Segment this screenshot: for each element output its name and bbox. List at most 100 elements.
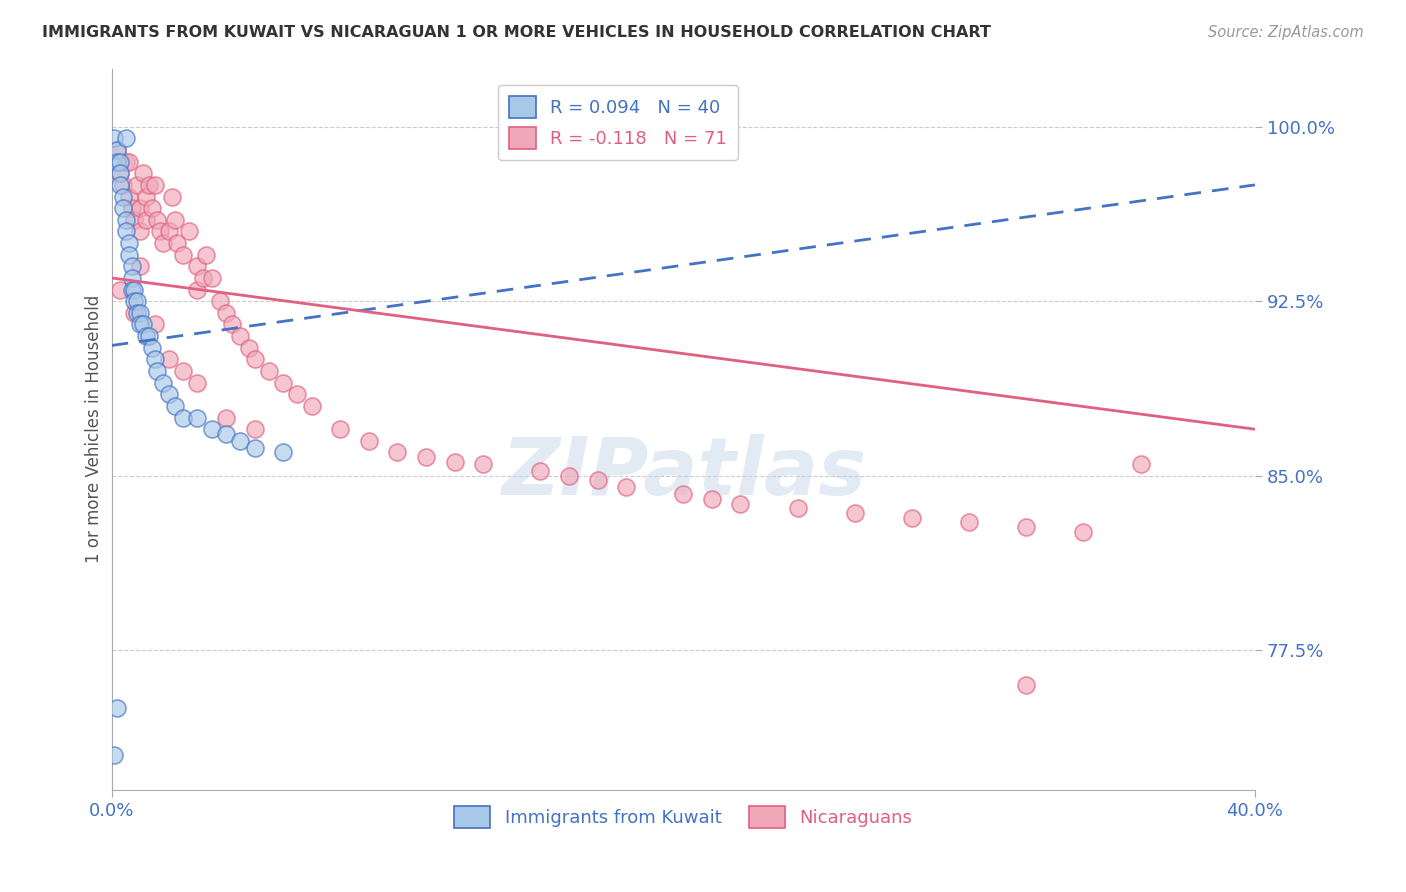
Point <box>105 701 128 715</box>
Point <box>186 410 208 425</box>
Point <box>357 434 380 448</box>
Point <box>143 178 166 192</box>
Point <box>238 341 260 355</box>
Point <box>112 189 135 203</box>
Point <box>387 445 409 459</box>
Point <box>186 376 208 390</box>
Point <box>118 248 141 262</box>
Point <box>115 212 138 227</box>
Point <box>700 491 723 506</box>
Point <box>115 131 138 145</box>
Point <box>108 166 131 180</box>
Point <box>105 154 128 169</box>
Point <box>215 426 238 441</box>
Point <box>160 189 183 203</box>
Point <box>614 480 637 494</box>
Point <box>146 212 169 227</box>
Point <box>124 212 146 227</box>
Text: ZIPatlas: ZIPatlas <box>501 434 866 511</box>
Point <box>118 154 141 169</box>
Point <box>243 422 266 436</box>
Point <box>112 201 135 215</box>
Point <box>215 306 238 320</box>
Point <box>1073 524 1095 539</box>
Point <box>271 376 294 390</box>
Point <box>105 143 128 157</box>
Point <box>115 224 138 238</box>
Point <box>786 501 808 516</box>
Point <box>186 283 208 297</box>
Point <box>135 212 157 227</box>
Point <box>157 224 180 238</box>
Point <box>143 318 166 332</box>
Point <box>124 294 146 309</box>
Point <box>957 516 980 530</box>
Point <box>108 166 131 180</box>
Point <box>112 178 135 192</box>
Point <box>127 306 149 320</box>
Legend: Immigrants from Kuwait, Nicaraguans: Immigrants from Kuwait, Nicaraguans <box>447 798 920 835</box>
Point <box>115 154 138 169</box>
Point <box>243 441 266 455</box>
Y-axis label: 1 or more Vehicles in Household: 1 or more Vehicles in Household <box>86 295 103 564</box>
Text: IMMIGRANTS FROM KUWAIT VS NICARAGUAN 1 OR MORE VEHICLES IN HOUSEHOLD CORRELATION: IMMIGRANTS FROM KUWAIT VS NICARAGUAN 1 O… <box>42 25 991 40</box>
Point <box>472 457 495 471</box>
Point <box>135 329 157 343</box>
Point <box>157 352 180 367</box>
Point <box>127 178 149 192</box>
Point <box>152 376 174 390</box>
Point <box>118 235 141 250</box>
Point <box>271 445 294 459</box>
Point <box>108 154 131 169</box>
Point <box>172 410 194 425</box>
Point <box>138 178 160 192</box>
Point <box>201 271 224 285</box>
Point <box>672 487 695 501</box>
Point <box>215 410 238 425</box>
Point <box>166 235 188 250</box>
Point <box>108 283 131 297</box>
Point <box>124 306 146 320</box>
Point <box>103 131 125 145</box>
Point <box>186 260 208 274</box>
Point <box>287 387 309 401</box>
Point <box>129 306 152 320</box>
Point <box>194 248 217 262</box>
Point <box>121 283 143 297</box>
Point <box>229 434 252 448</box>
Point <box>118 189 141 203</box>
Text: Source: ZipAtlas.com: Source: ZipAtlas.com <box>1208 25 1364 40</box>
Point <box>301 399 323 413</box>
Point <box>132 166 155 180</box>
Point <box>108 178 131 192</box>
Point <box>129 224 152 238</box>
Point <box>157 387 180 401</box>
Point <box>124 283 146 297</box>
Point <box>141 341 163 355</box>
Point <box>243 352 266 367</box>
Point <box>129 260 152 274</box>
Point <box>132 318 155 332</box>
Point <box>844 506 866 520</box>
Point <box>138 329 160 343</box>
Point <box>146 364 169 378</box>
Point <box>1015 520 1038 534</box>
Point <box>143 352 166 367</box>
Point <box>1015 678 1038 692</box>
Point <box>229 329 252 343</box>
Point <box>129 318 152 332</box>
Point <box>901 510 924 524</box>
Point <box>730 497 752 511</box>
Point <box>163 212 186 227</box>
Point <box>121 260 143 274</box>
Point <box>127 294 149 309</box>
Point <box>329 422 352 436</box>
Point <box>152 235 174 250</box>
Point <box>221 318 243 332</box>
Point <box>415 450 437 464</box>
Point <box>105 143 128 157</box>
Point <box>529 464 551 478</box>
Point <box>135 189 157 203</box>
Point <box>257 364 280 378</box>
Point <box>163 399 186 413</box>
